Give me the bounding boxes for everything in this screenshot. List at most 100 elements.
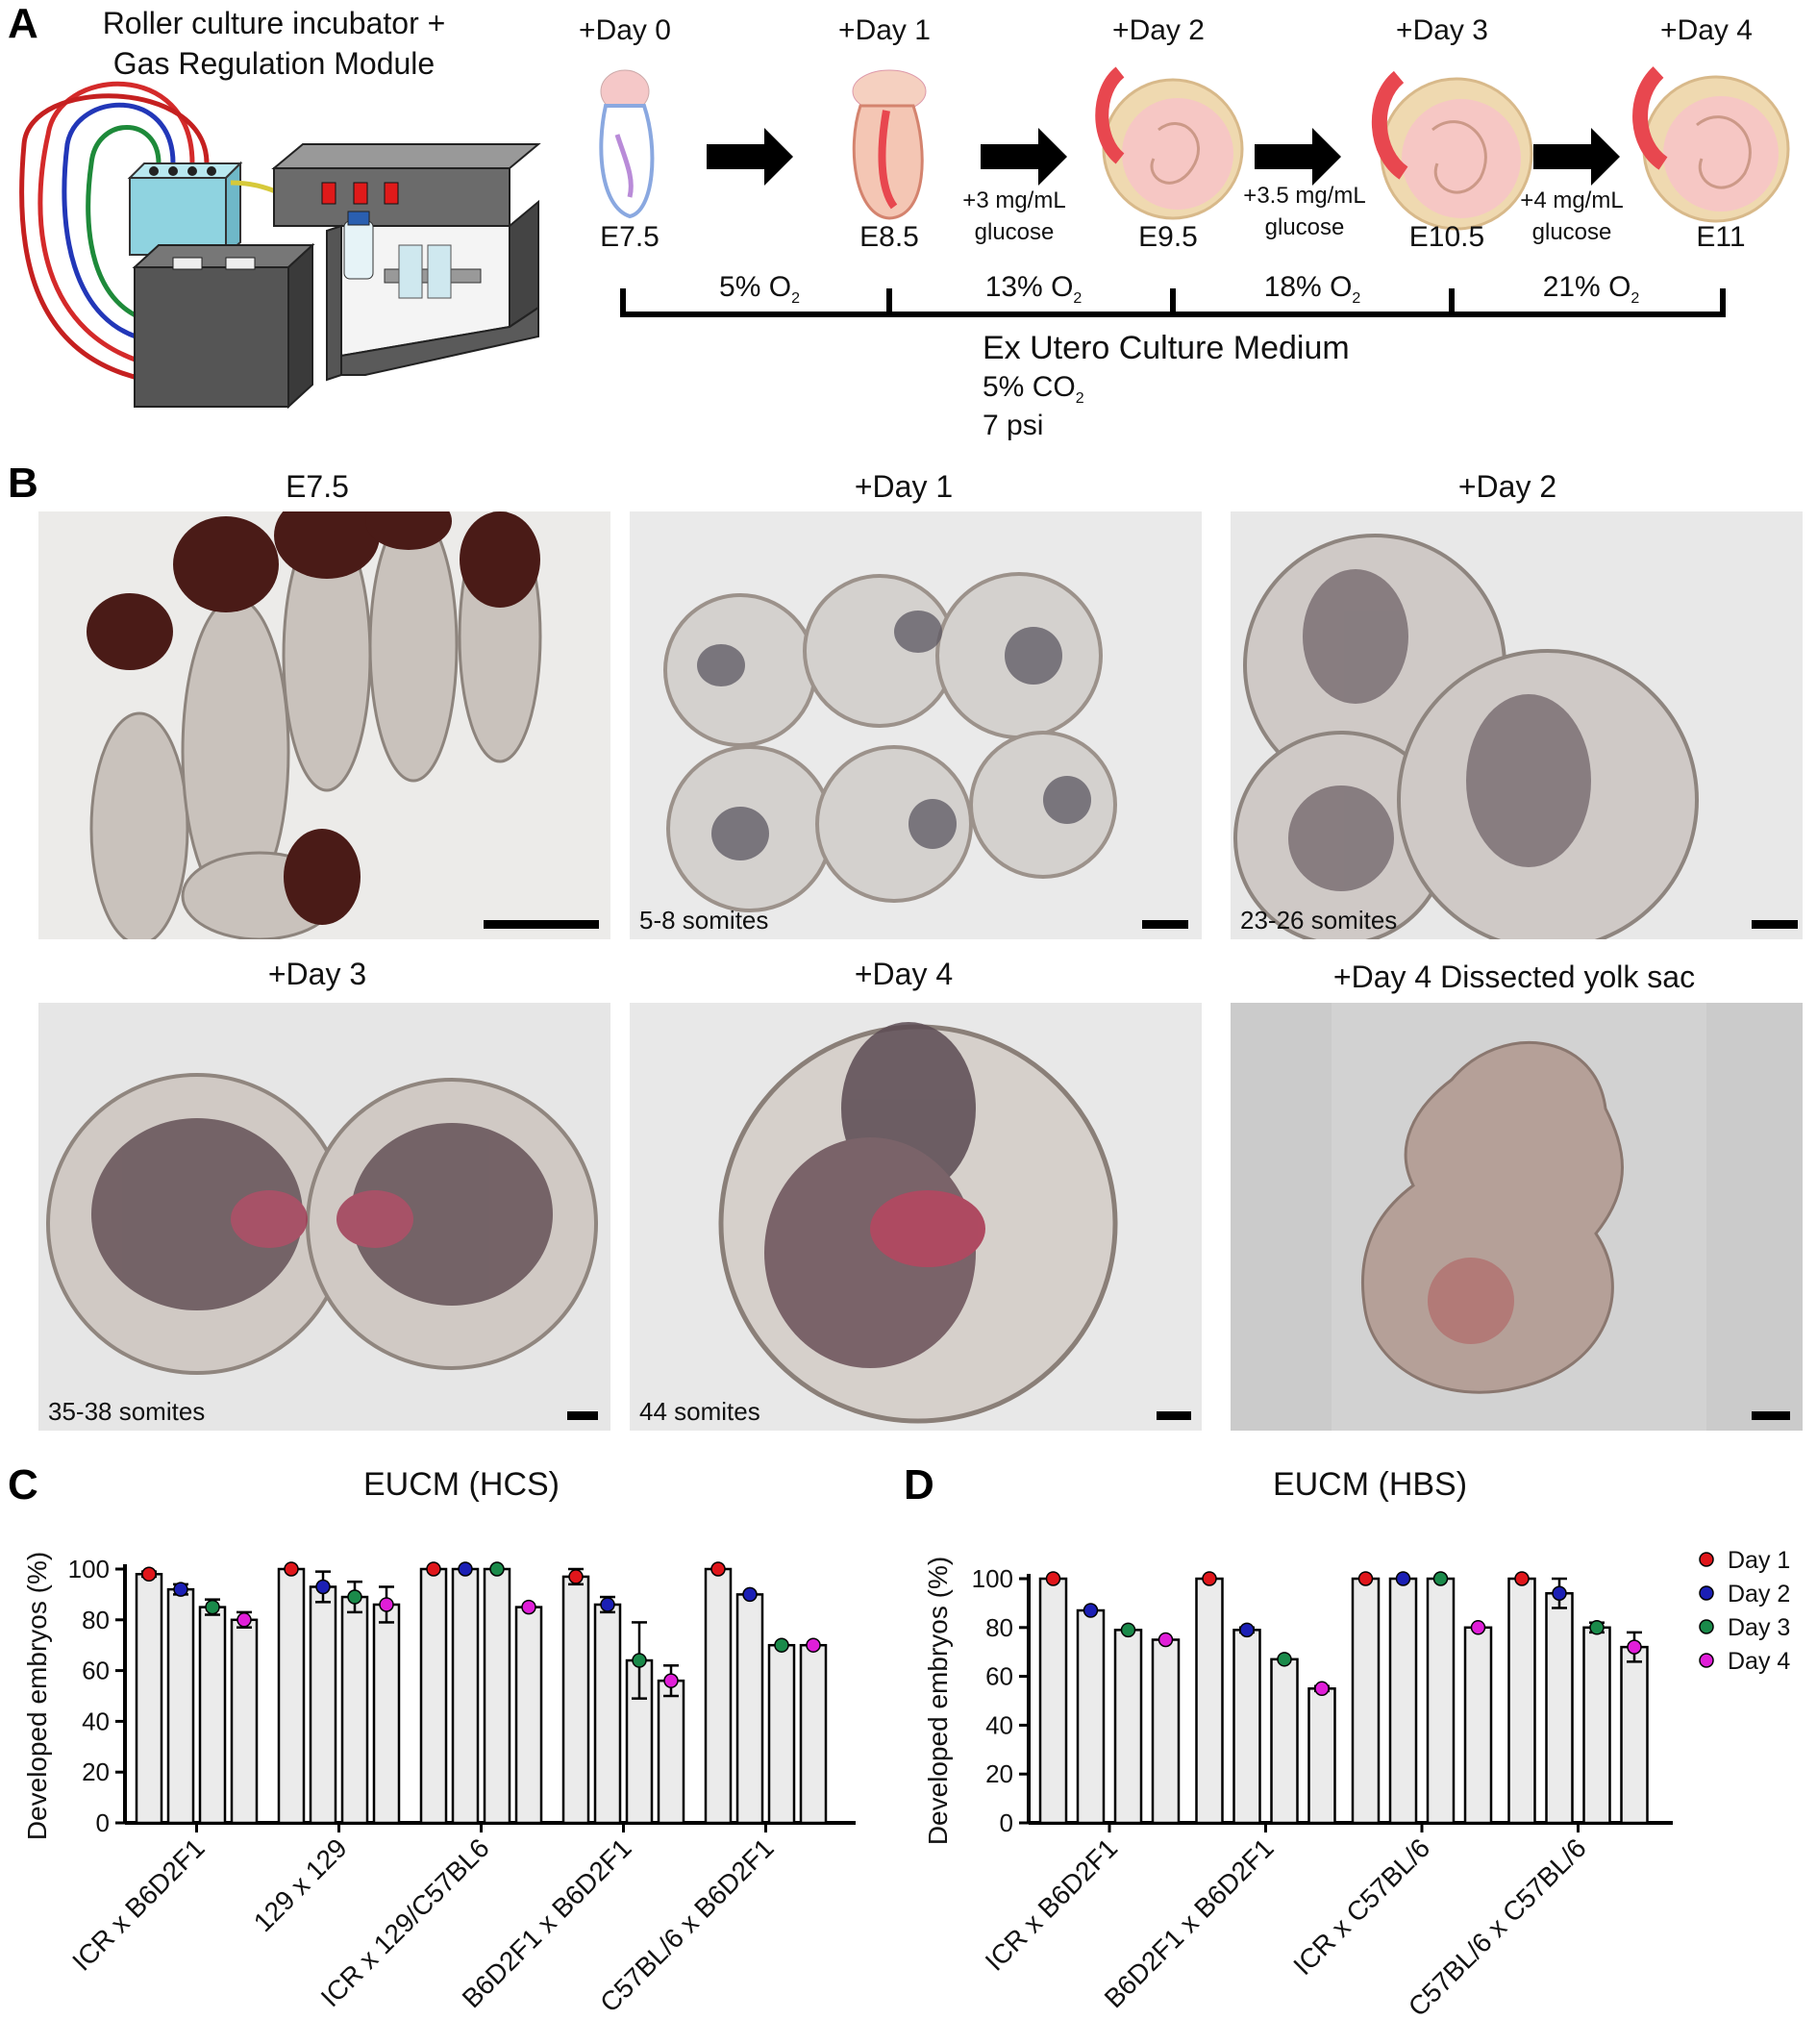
y-tick-label: 0	[1000, 1808, 1013, 1837]
y-tick-label: 80	[985, 1613, 1013, 1642]
photo-title-dissected: +Day 4 Dissected yolk sac	[1332, 960, 1696, 994]
bar	[1507, 1577, 1536, 1825]
legend-marker	[1699, 1619, 1714, 1634]
legend-marker	[1699, 1552, 1714, 1567]
bar	[1463, 1626, 1493, 1825]
data-point	[236, 1612, 252, 1628]
data-point	[742, 1586, 758, 1603]
arrow-icon	[707, 128, 793, 186]
data-point	[284, 1561, 299, 1577]
photo-day2: 23-26 somites	[1231, 511, 1803, 939]
arrow-icon	[981, 128, 1067, 186]
glucose-3-label: glucose	[1531, 219, 1612, 245]
stage-label-0: E7.5	[600, 221, 660, 253]
incubator-title-line1: Roller culture incubator +	[102, 6, 446, 40]
data-point	[1045, 1571, 1061, 1586]
chart-c: 0 20 40 60 80 100 Developed embryos (%) ICR x B…	[22, 1552, 856, 2018]
scale-bar	[567, 1411, 598, 1420]
data-point	[1120, 1622, 1136, 1638]
photo-title-day3: +Day 3	[267, 957, 367, 991]
data-point	[1314, 1681, 1330, 1697]
photo-day1: 5-8 somites	[630, 511, 1202, 939]
x-tick-label: C57BL/6 x C57BL/6	[1403, 1832, 1592, 2022]
embryo-e11-icon	[1632, 66, 1790, 223]
x-tick-label: 129 x 129	[248, 1832, 353, 1937]
somite-count: 5-8 somites	[639, 906, 769, 935]
somite-count: 44 somites	[639, 1397, 760, 1426]
stage-label-2: E9.5	[1138, 221, 1198, 253]
oxygen-label-2: 18% O2	[1263, 271, 1361, 307]
x-tick-label: B6D2F1 x B6D2F1	[1099, 1832, 1280, 2013]
somite-count: 23-26 somites	[1240, 906, 1398, 935]
photo-day3: 35-38 somites	[38, 1003, 610, 1431]
data-point	[1239, 1622, 1255, 1638]
bar	[1388, 1577, 1418, 1825]
bar	[1113, 1629, 1143, 1825]
bar	[1307, 1687, 1336, 1825]
bar	[340, 1595, 369, 1825]
data-point	[1357, 1571, 1374, 1586]
day-label-0: +Day 0	[579, 14, 671, 46]
bar	[451, 1567, 480, 1825]
incubator-box	[271, 143, 541, 382]
data-point	[710, 1561, 726, 1577]
somite-count: 35-38 somites	[48, 1397, 206, 1426]
bar	[799, 1643, 828, 1825]
pressure-label: 7 psi	[983, 410, 1044, 441]
incubator-illustration	[19, 81, 541, 410]
y-tick-label: 60	[985, 1662, 1013, 1691]
legend-label: Day 4	[1728, 1648, 1790, 1675]
glucose-2-label: glucose	[1264, 214, 1345, 240]
chart-d-title: EUCM (HBS)	[1272, 1466, 1468, 1503]
gas-module	[127, 161, 243, 258]
bar	[1351, 1577, 1381, 1825]
y-axis-label: Developed embryos (%)	[923, 1557, 953, 1845]
glucose-1-label: glucose	[974, 219, 1055, 245]
bar	[483, 1567, 511, 1825]
x-tick-label: ICR x C57BL/6	[1287, 1832, 1435, 1981]
scale-bar	[1142, 920, 1188, 929]
bar	[230, 1618, 259, 1825]
data-point	[1552, 1585, 1567, 1601]
day-label-3: +Day 3	[1396, 14, 1488, 46]
data-point	[1514, 1571, 1530, 1586]
photo-dissected-yolk-sac	[1231, 1003, 1803, 1431]
data-point	[379, 1597, 394, 1612]
chart-c-title: EUCM (HCS)	[363, 1466, 560, 1503]
embryo-e8-5-icon	[852, 69, 927, 220]
legend-marker	[1699, 1653, 1714, 1668]
data-point	[347, 1589, 362, 1605]
legend-label: Day 2	[1728, 1581, 1790, 1608]
panel-letter-d: D	[904, 1461, 934, 1508]
bar	[1195, 1577, 1224, 1825]
panel-letter-c: C	[8, 1461, 38, 1508]
y-tick-label: 80	[82, 1606, 110, 1634]
data-point	[1432, 1571, 1449, 1586]
bar	[1582, 1626, 1611, 1825]
data-point	[1589, 1620, 1605, 1635]
y-tick-label: 0	[96, 1808, 110, 1837]
embryo-stage-illustrations	[599, 66, 1790, 231]
glucose-1-amount: +3 mg/mL	[962, 187, 1066, 213]
photo-title-day2: +Day 2	[1457, 469, 1557, 504]
data-point	[568, 1569, 584, 1584]
oxygen-label-3: 21% O2	[1542, 271, 1640, 307]
bar	[704, 1567, 733, 1825]
data-point	[489, 1561, 505, 1577]
timeline-bracket	[620, 288, 1726, 317]
arrow-icon	[1255, 128, 1341, 186]
co2-label: 5% CO2	[983, 371, 1084, 407]
glucose-3-amount: +4 mg/mL	[1520, 187, 1624, 213]
scale-bar	[484, 920, 599, 929]
panel-letter-b: B	[8, 460, 38, 507]
bar	[1545, 1591, 1574, 1825]
data-point	[205, 1599, 220, 1615]
data-point	[1627, 1639, 1642, 1655]
scale-bar	[1752, 920, 1798, 929]
bar	[1038, 1577, 1068, 1825]
scale-bar	[1157, 1411, 1191, 1420]
bar	[419, 1567, 448, 1825]
data-point	[426, 1561, 441, 1577]
incubator-cables	[19, 81, 210, 386]
stage-label-3: E10.5	[1408, 221, 1485, 253]
